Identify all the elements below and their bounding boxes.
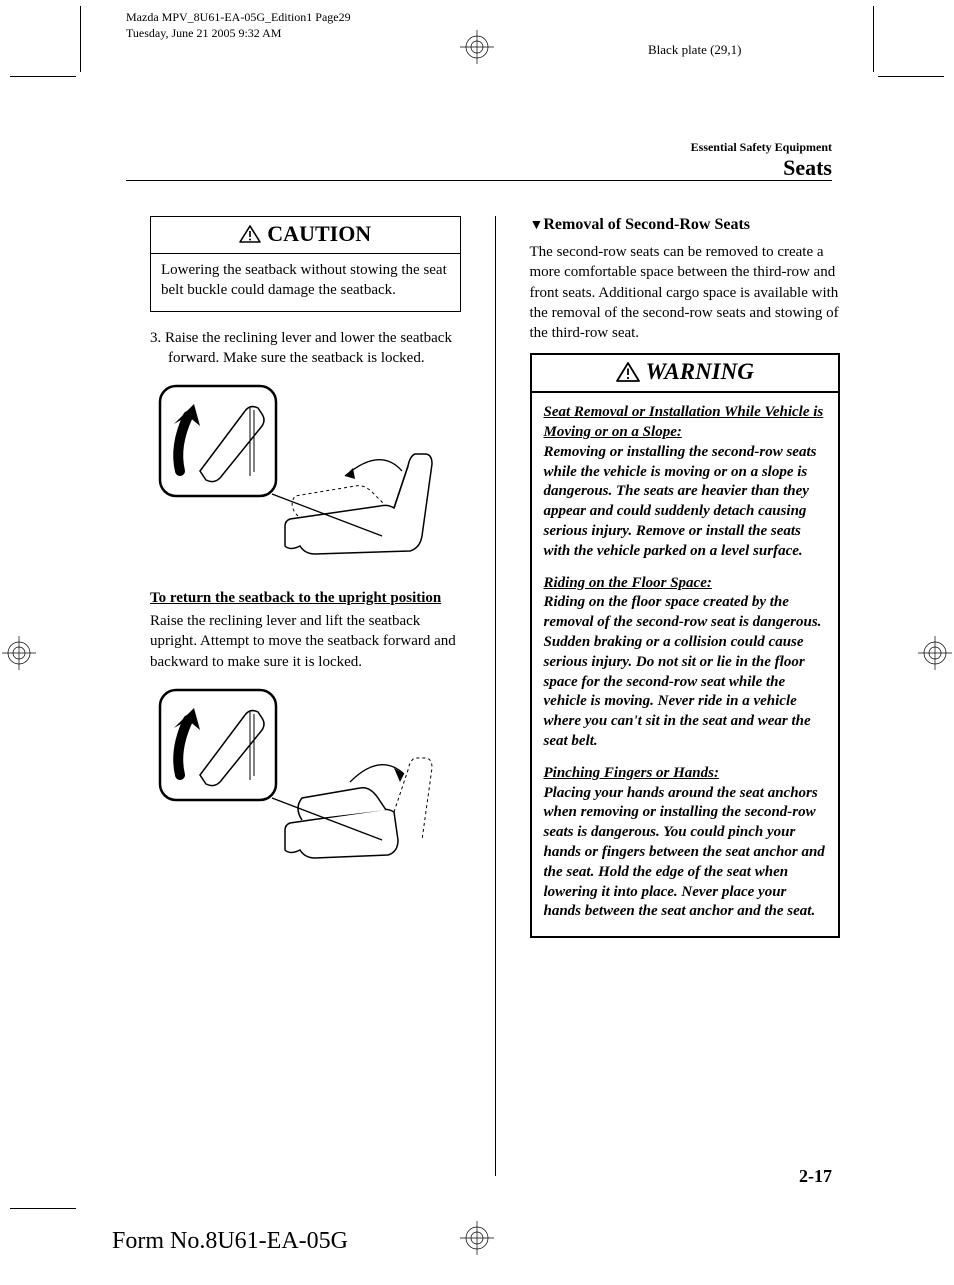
doc-id-line: Mazda MPV_8U61-EA-05G_Edition1 Page29 xyxy=(126,10,351,26)
seat-raise-upright-figure xyxy=(150,680,460,880)
content-area: CAUTION Lowering the seatback without st… xyxy=(150,216,840,1176)
crop-mark xyxy=(873,6,874,72)
warning-title: WARNING xyxy=(532,355,839,393)
crop-mark xyxy=(80,6,81,72)
section-title: Seats xyxy=(691,155,832,181)
topic-intro: The second-row seats can be removed to c… xyxy=(530,242,841,343)
warning-body: Seat Removal or Installation While Vehic… xyxy=(532,393,839,936)
warning-3-body: Placing your hands around the seat ancho… xyxy=(544,785,825,920)
alert-triangle-icon xyxy=(239,224,261,244)
topic-title: Removal of Second-Row Seats xyxy=(543,216,750,233)
crop-mark xyxy=(10,1208,76,1209)
column-divider xyxy=(495,216,496,1176)
black-plate-label: Black plate (29,1) xyxy=(648,42,742,58)
return-upright-body: Raise the reclining lever and lift the s… xyxy=(150,611,461,672)
registration-mark-icon xyxy=(460,30,494,64)
crop-mark xyxy=(10,76,76,77)
topic-heading: ▼Removal of Second-Row Seats xyxy=(530,216,841,234)
form-number: Form No.8U61-EA-05G xyxy=(112,1228,348,1255)
warning-1-heading: Seat Removal or Installation While Vehic… xyxy=(544,403,827,443)
page-number: 2-17 xyxy=(799,1166,832,1187)
alert-triangle-icon xyxy=(616,361,640,383)
caution-box: CAUTION Lowering the seatback without st… xyxy=(150,216,461,312)
print-meta: Mazda MPV_8U61-EA-05G_Edition1 Page29 Tu… xyxy=(126,10,351,41)
warning-label: WARNING xyxy=(646,359,754,385)
registration-mark-icon xyxy=(460,1221,494,1255)
return-upright-heading: To return the seatback to the upright po… xyxy=(150,590,461,607)
left-column: CAUTION Lowering the seatback without st… xyxy=(150,216,461,1176)
warning-box: WARNING Seat Removal or Installation Whi… xyxy=(530,353,841,938)
triangle-down-icon: ▼ xyxy=(530,218,544,233)
page-header: Essential Safety Equipment Seats xyxy=(691,140,832,181)
warning-2-heading: Riding on the Floor Space: xyxy=(544,574,827,594)
registration-mark-icon xyxy=(2,636,36,670)
doc-date-line: Tuesday, June 21 2005 9:32 AM xyxy=(126,26,351,42)
crop-mark xyxy=(878,76,944,77)
caution-body: Lowering the seatback without stowing th… xyxy=(151,254,460,311)
caution-label: CAUTION xyxy=(267,221,371,247)
right-column: ▼Removal of Second-Row Seats The second-… xyxy=(530,216,841,1176)
header-rule xyxy=(126,180,832,181)
registration-mark-icon xyxy=(918,636,952,670)
warning-3-heading: Pinching Fingers or Hands: xyxy=(544,764,827,784)
warning-2-body: Riding on the floor space created by the… xyxy=(544,594,822,749)
step-3: 3. Raise the reclining lever and lower t… xyxy=(168,328,461,369)
caution-title: CAUTION xyxy=(151,217,460,254)
seat-fold-forward-figure xyxy=(150,376,460,576)
warning-1-body: Removing or installing the second-row se… xyxy=(544,444,817,559)
chapter-title: Essential Safety Equipment xyxy=(691,140,832,155)
